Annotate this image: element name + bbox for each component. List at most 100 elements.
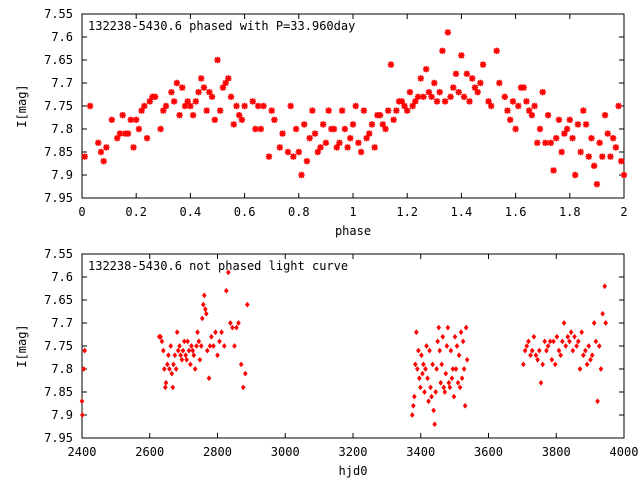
data-point <box>528 352 533 359</box>
x-tick-label: 0.8 <box>288 205 310 219</box>
y-tick-label: 7.65 <box>44 53 73 67</box>
data-point <box>440 333 446 340</box>
data-point <box>390 116 397 123</box>
data-point <box>586 343 592 349</box>
data-point <box>235 112 243 119</box>
data-point <box>533 352 539 359</box>
data-point <box>173 366 179 372</box>
data-point <box>170 384 176 391</box>
data-point <box>165 361 170 368</box>
data-point <box>413 361 418 368</box>
data-point <box>233 102 240 110</box>
x-tick-label: 3600 <box>474 445 503 459</box>
data-point <box>600 310 605 317</box>
data-point <box>512 125 519 133</box>
data-point <box>435 338 440 345</box>
data-point <box>570 347 576 354</box>
data-point <box>446 379 452 386</box>
data-point <box>590 162 598 169</box>
data-point <box>612 144 620 151</box>
x-axis-title: hjd0 <box>339 464 368 478</box>
data-point <box>574 121 582 128</box>
data-point <box>344 144 351 151</box>
data-point <box>206 89 213 96</box>
data-point <box>241 102 248 110</box>
data-point <box>572 333 577 340</box>
data-point <box>207 343 213 349</box>
data-point <box>434 366 439 372</box>
y-tick-label: 7.9 <box>51 168 73 182</box>
data-point <box>189 112 197 119</box>
data-point <box>607 153 614 160</box>
data-point <box>560 338 565 345</box>
data-point <box>604 130 611 137</box>
data-point <box>580 107 587 114</box>
y-tick-label: 7.7 <box>51 316 73 330</box>
data-point <box>181 102 189 110</box>
data-point <box>271 116 278 123</box>
data-point <box>177 343 182 349</box>
data-point <box>598 366 604 372</box>
data-point <box>509 98 517 105</box>
data-point <box>349 121 357 128</box>
data-point <box>368 121 376 128</box>
data-point <box>143 135 151 142</box>
phased-light-curve-panel: 0 0.2 0.4 0.6 0.8 1 1.2 1.4 1.6 1.8 2 7.55 7.6 7.65 7.… <box>15 7 628 238</box>
data-point <box>225 75 232 82</box>
x-tick-label: 3400 <box>406 445 435 459</box>
data-point <box>192 98 200 105</box>
data-point <box>412 98 419 105</box>
data-point <box>191 352 197 359</box>
data-point <box>379 121 387 128</box>
data-point <box>547 139 555 146</box>
data-point <box>385 107 392 114</box>
data-point <box>287 102 294 110</box>
data-point <box>438 379 444 386</box>
data-point <box>190 347 196 354</box>
data-point <box>567 338 572 345</box>
data-point <box>458 52 465 59</box>
data-point <box>542 338 548 345</box>
data-point <box>376 112 384 119</box>
x-tick-label: 2 <box>620 205 627 219</box>
data-point <box>579 329 584 336</box>
data-point <box>455 379 461 386</box>
data-point <box>459 375 465 382</box>
data-point <box>205 347 210 354</box>
data-point <box>242 370 248 377</box>
data-point <box>186 347 192 354</box>
x-tick-label: 3200 <box>339 445 368 459</box>
data-point <box>176 112 183 119</box>
data-point <box>460 338 466 345</box>
data-point <box>593 338 599 345</box>
data-point <box>551 338 556 345</box>
data-point <box>566 116 573 123</box>
data-point <box>577 366 583 372</box>
data-point <box>460 93 468 100</box>
data-point <box>184 356 189 363</box>
data-point <box>163 379 169 386</box>
data-point <box>203 107 210 114</box>
data-point <box>167 366 172 372</box>
y-tick-label: 7.75 <box>44 339 73 353</box>
data-point <box>432 421 437 428</box>
y-tick-label: 7.7 <box>51 76 73 90</box>
data-point <box>596 343 602 349</box>
data-point <box>260 102 267 110</box>
data-point <box>493 47 500 54</box>
data-point <box>561 320 567 326</box>
data-point <box>401 102 408 110</box>
data-point <box>146 98 153 105</box>
data-point <box>477 79 484 87</box>
data-point <box>537 347 542 354</box>
x-tick-label: 2800 <box>203 445 232 459</box>
data-point <box>447 384 453 391</box>
data-point <box>431 407 436 414</box>
data-point <box>219 329 224 336</box>
data-point <box>170 98 178 105</box>
data-point <box>178 352 183 359</box>
data-point <box>238 116 246 123</box>
data-point <box>463 324 469 331</box>
data-point <box>252 125 259 133</box>
data-point <box>572 171 579 179</box>
